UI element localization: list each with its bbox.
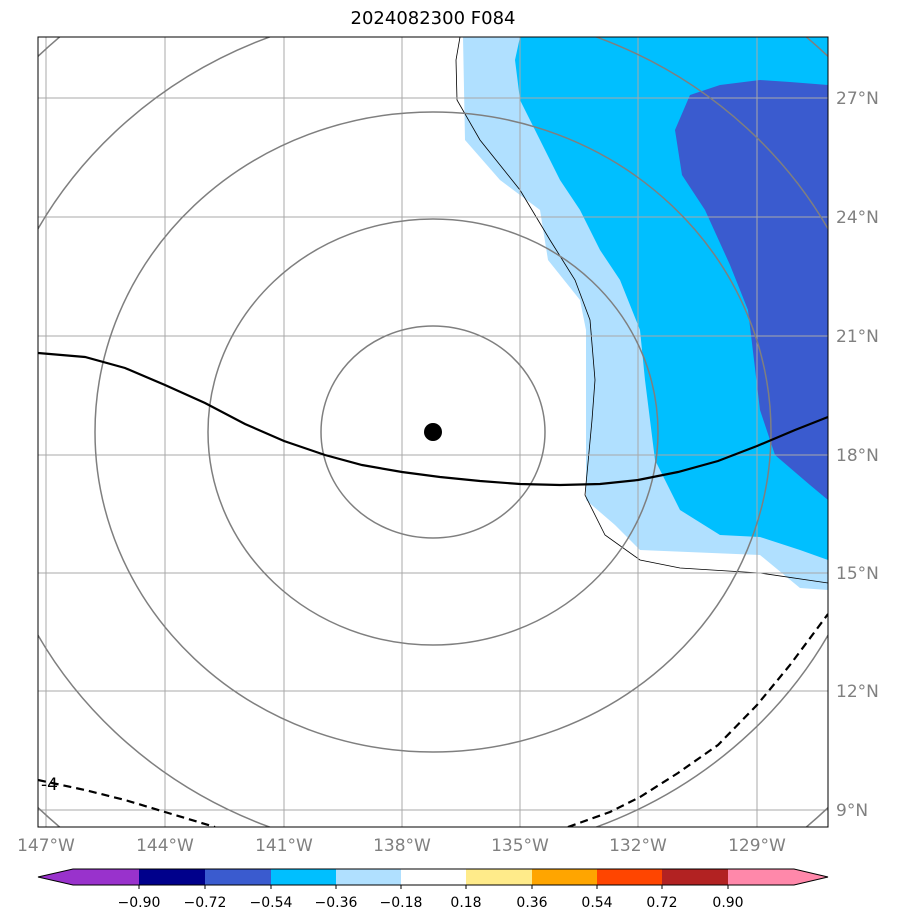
lon-label: 132°W [609,836,667,856]
latitude-labels: 27°N 24°N 21°N 18°N 15°N 12°N 9°N [836,89,879,821]
longitude-labels: 147°W 144°W 141°W 138°W 135°W 132°W 129°… [17,836,786,856]
lat-label: 12°N [836,682,879,702]
lat-label: 15°N [836,564,879,584]
map-title: 2024082300 F084 [350,8,516,29]
colorbar-tick-label: −0.18 [380,895,423,911]
colorbar-tick-label: −0.72 [184,895,227,911]
lon-label: 135°W [491,836,549,856]
lon-label: 129°W [728,836,786,856]
colorbar-segment [401,869,466,885]
solid-contour-line [38,351,828,487]
dashed-contour-right [567,613,828,827]
lon-label: 138°W [373,836,431,856]
colorbar-segment [336,869,401,885]
colorbar-tick-label: −0.90 [118,895,161,911]
lon-label: 144°W [136,836,194,856]
colorbar-tick-labels: −0.90 −0.72 −0.54 −0.36 −0.18 0.18 0.36 … [118,895,744,911]
lon-label: 141°W [255,836,313,856]
map-frame [37,36,829,828]
colorbar-segment [73,869,139,885]
lat-label: 27°N [836,89,879,109]
colorbar-tick-label: 0.72 [646,895,677,911]
colorbar-segment [205,869,271,885]
colorbar-outline [37,868,829,886]
lat-label: 18°N [836,446,879,466]
lat-label: 9°N [836,801,868,821]
colorbar-extend-min [38,869,73,885]
colorbar-segment [466,869,532,885]
graticule [38,37,828,827]
colorbar: −0.90 −0.72 −0.54 −0.36 −0.18 0.18 0.36 … [37,868,829,911]
colorbar-segment [597,869,662,885]
colorbar-tick-label: 0.36 [516,895,547,911]
colorbar-ticks [138,885,729,889]
dashed-contour-left [38,778,216,827]
colorbar-tick-label: 0.90 [712,895,743,911]
colorbar-segment [662,869,728,885]
lon-label: 147°W [17,836,75,856]
colorbar-tick-label: −0.54 [250,895,293,911]
colorbar-segment [728,869,794,885]
dark-blue-shading [675,80,828,500]
coastline [455,37,828,584]
contour-label: -4 [41,775,58,795]
storm-center-dot [424,423,442,441]
colorbar-tick-label: −0.36 [315,895,358,911]
lat-label: 24°N [836,208,879,228]
colorbar-segment [271,869,336,885]
colorbar-segment [139,869,205,885]
colorbar-tick-label: 0.18 [450,895,481,911]
colorbar-tick-label: 0.54 [581,895,612,911]
colorbar-extend-max [794,869,828,885]
colorbar-segment [532,869,597,885]
lat-label: 21°N [836,327,879,347]
